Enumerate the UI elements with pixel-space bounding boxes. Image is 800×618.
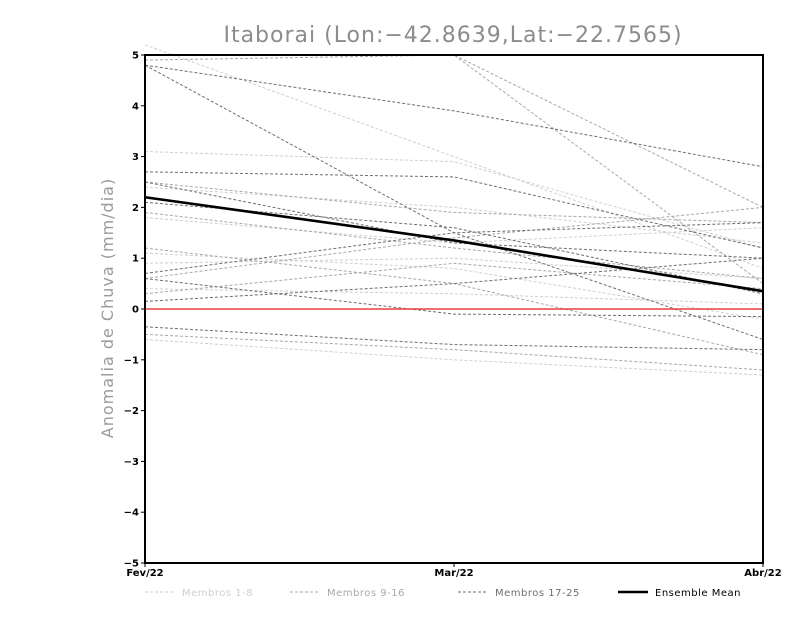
- legend-label: Membros 1-8: [182, 588, 253, 599]
- y-axis-label: Anomalia de Chuva (mm/dia): [98, 178, 117, 438]
- x-axis-ticks: Fev/22 Mar/22 Abr/22: [126, 563, 782, 579]
- y-tick-label: 4: [132, 101, 139, 112]
- member-series-line-7: [144, 44, 764, 269]
- member-series-line-24: [144, 278, 764, 318]
- member-series-line-14: [144, 262, 764, 295]
- member-series-line-4: [144, 288, 764, 305]
- member-series-line-10: [144, 181, 764, 224]
- y-tick-label: 2: [132, 203, 139, 214]
- ensemble-mean-line: [144, 195, 764, 293]
- member-series-line-21: [144, 222, 764, 274]
- member-series-line-6: [144, 186, 764, 244]
- y-tick-label: −3: [124, 457, 139, 468]
- legend: Membros 1-8 Membros 9-16 Membros 17-25 Ense…: [145, 588, 741, 599]
- member-series-line-2: [144, 217, 764, 244]
- ensemble-mean-group: [144, 195, 764, 293]
- x-tick-label: Abr/22: [744, 568, 781, 579]
- legend-label: Membros 9-16: [327, 588, 405, 599]
- y-tick-label: 1: [132, 254, 139, 265]
- x-tick-label: Mar/22: [434, 568, 473, 579]
- member-series-line-13: [144, 333, 764, 371]
- y-axis-ticks: 5 4 3 2 1 0 −1 −2 −3 −4 −5: [124, 51, 145, 570]
- legend-label: Membros 17-25: [495, 588, 580, 599]
- x-tick-label: Fev/22: [126, 568, 163, 579]
- chart-title: Itaborai (Lon:−42.8639,Lat:−22.7565): [223, 23, 682, 48]
- member-series-line-19: [144, 171, 764, 249]
- member-series-line-16: [144, 211, 764, 280]
- y-tick-label: 0: [132, 305, 139, 316]
- member-lines-group: [144, 44, 764, 376]
- y-tick-label: 5: [132, 51, 139, 62]
- member-series-line-18: [144, 64, 764, 340]
- member-series-line-11: [144, 247, 764, 356]
- y-tick-label: −2: [124, 406, 139, 417]
- member-series-line-12: [144, 206, 764, 280]
- member-series-line-22: [144, 257, 764, 302]
- member-series-line-1: [144, 151, 764, 249]
- member-series-line-9: [145, 54, 764, 285]
- member-series-line-5: [144, 338, 764, 376]
- member-series-line-17: [144, 64, 764, 168]
- member-series-line-15: [144, 54, 764, 208]
- y-tick-label: −1: [124, 355, 139, 366]
- member-series-line-25: [144, 201, 764, 295]
- y-tick-label: 3: [132, 152, 139, 163]
- legend-label: Ensemble Mean: [655, 588, 741, 599]
- y-tick-label: −5: [124, 559, 139, 570]
- member-series-line-23: [144, 326, 764, 351]
- member-series-line-20: [144, 181, 764, 259]
- y-tick-label: −4: [124, 508, 139, 519]
